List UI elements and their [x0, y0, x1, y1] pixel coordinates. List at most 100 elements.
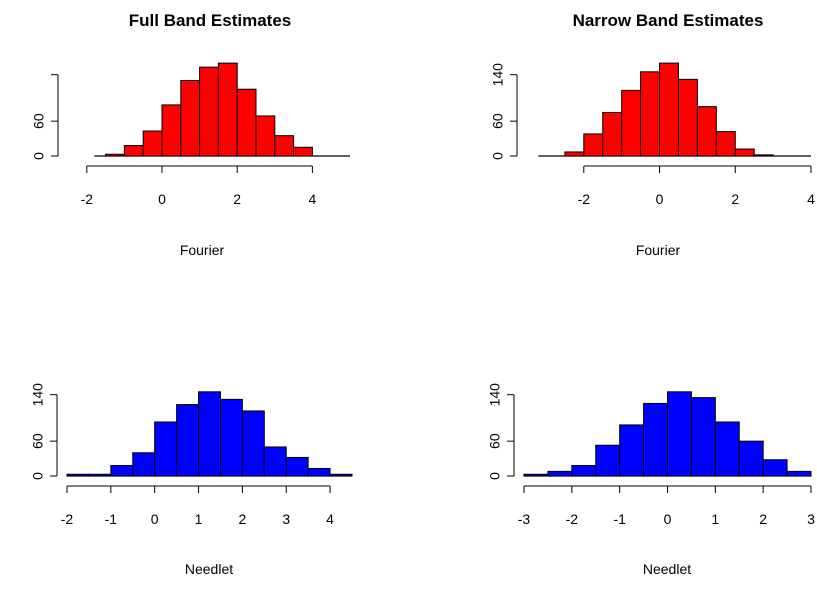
- histogram-bar: [123, 145, 144, 157]
- histogram-bar: [643, 402, 668, 477]
- histogram-bar: [219, 398, 243, 477]
- x-tick-label: 0: [656, 191, 664, 207]
- histogram-bar: [640, 71, 661, 157]
- histogram-bars: [538, 62, 811, 157]
- histogram-bar: [217, 62, 238, 157]
- histogram-bar: [583, 133, 604, 157]
- histogram-bar: [132, 452, 156, 477]
- histogram-bar: [105, 153, 125, 157]
- histogram-bar: [734, 148, 755, 157]
- x-tick-label: 3: [807, 511, 815, 527]
- histogram-bar: [659, 62, 679, 157]
- histogram-bar: [66, 473, 90, 477]
- histogram-bar: [161, 104, 182, 157]
- histogram-bar: [523, 473, 549, 477]
- x-tick-label: 4: [807, 191, 815, 207]
- axes: -2 0 2 4 0 60: [31, 74, 317, 207]
- y-tick-label: 60: [30, 433, 46, 449]
- x-tick-label: 4: [326, 511, 334, 527]
- histogram-bar: [307, 467, 331, 477]
- histogram-bar: [255, 115, 276, 157]
- histogram-bar: [274, 135, 295, 157]
- panel-narrow-band-needlet: -3 -2 -1 0 1 2 3 0 60 140 Needlet: [487, 383, 815, 577]
- y-tick-label: 60: [31, 113, 47, 129]
- histogram-bar: [180, 80, 201, 157]
- x-tick-label: 2: [759, 511, 767, 527]
- x-axis-label: Needlet: [643, 561, 691, 577]
- histogram-bar: [176, 404, 200, 477]
- x-tick-label: 0: [151, 511, 159, 527]
- histogram-bar: [696, 106, 717, 157]
- x-tick-label: 2: [731, 191, 739, 207]
- panel-title: Narrow Band Estimates: [573, 11, 764, 30]
- x-tick-label: -2: [61, 511, 74, 527]
- panel-full-band-fourier: Full Band Estimates -2 0 2 4 0 60 Fourier: [31, 11, 350, 258]
- histogram-bars: [66, 391, 353, 477]
- histogram-bar: [571, 465, 597, 477]
- histogram-bar: [621, 89, 642, 157]
- histogram-bar: [198, 391, 221, 477]
- axes: -3 -2 -1 0 1 2 3 0 60 140: [487, 383, 815, 527]
- x-tick-label: -3: [518, 511, 531, 527]
- y-tick-label: 60: [490, 113, 506, 129]
- histogram-bar: [142, 130, 163, 157]
- x-tick-label: 0: [664, 511, 672, 527]
- histogram-bar: [619, 424, 645, 477]
- y-tick-label: 60: [487, 433, 503, 449]
- axes: -2 0 2 4 0 60 140: [490, 63, 815, 207]
- x-tick-label: 1: [711, 511, 719, 527]
- histogram-bar: [595, 444, 621, 477]
- x-tick-label: 0: [158, 191, 166, 207]
- histogram-bar: [88, 473, 112, 477]
- x-tick-label: -2: [81, 191, 94, 207]
- y-tick-label: 0: [31, 152, 47, 160]
- histogram-bar: [236, 88, 257, 157]
- histogram-bar: [263, 446, 287, 477]
- histogram-bar: [241, 410, 265, 477]
- histogram-bar: [667, 391, 692, 477]
- x-axis-label: Fourier: [180, 242, 225, 258]
- histogram-bar: [154, 421, 178, 477]
- histogram-bar: [786, 470, 812, 477]
- x-tick-label: -1: [613, 511, 626, 527]
- histogram-bar: [285, 456, 309, 477]
- histogram-bars: [523, 391, 812, 477]
- panel-title: Full Band Estimates: [129, 11, 291, 30]
- histogram-bar: [547, 470, 573, 477]
- histogram-bars: [94, 62, 350, 157]
- histogram-bar: [199, 66, 219, 157]
- y-tick-label: 140: [490, 63, 506, 87]
- histogram-bar: [564, 151, 585, 157]
- y-tick-label: 140: [487, 383, 503, 407]
- x-tick-label: -1: [105, 511, 118, 527]
- histogram-bar: [110, 465, 134, 477]
- histogram-bar: [714, 421, 740, 477]
- x-tick-label: 2: [233, 191, 241, 207]
- y-tick-label: 0: [487, 472, 503, 480]
- y-tick-label: 0: [30, 472, 46, 480]
- x-tick-label: -2: [578, 191, 591, 207]
- y-tick-label: 0: [490, 152, 506, 160]
- x-tick-label: 2: [238, 511, 246, 527]
- axes: -2 -1 0 1 2 3 4 0 60 140: [30, 383, 334, 527]
- x-axis-label: Needlet: [185, 561, 233, 577]
- histogram-bar: [762, 459, 788, 477]
- histogram-bar: [602, 111, 623, 157]
- panel-full-band-needlet: -2 -1 0 1 2 3 4 0 60 140 Needlet: [30, 383, 353, 577]
- histogram-bar: [677, 78, 698, 157]
- histogram-bar: [738, 440, 764, 477]
- histogram-bar: [715, 131, 736, 157]
- x-tick-label: -2: [566, 511, 579, 527]
- panel-narrow-band-fourier: Narrow Band Estimates -2 0 2 4 0 60 140 Fourie…: [490, 11, 815, 258]
- x-tick-label: 4: [309, 191, 317, 207]
- x-tick-label: 1: [195, 511, 203, 527]
- x-tick-label: 3: [282, 511, 290, 527]
- x-axis-label: Fourier: [636, 242, 681, 258]
- histogram-bar: [690, 397, 716, 477]
- histogram-bar: [329, 473, 353, 477]
- y-tick-label: 140: [30, 383, 46, 407]
- histogram-bar: [293, 146, 313, 157]
- histogram-bar: [753, 154, 774, 157]
